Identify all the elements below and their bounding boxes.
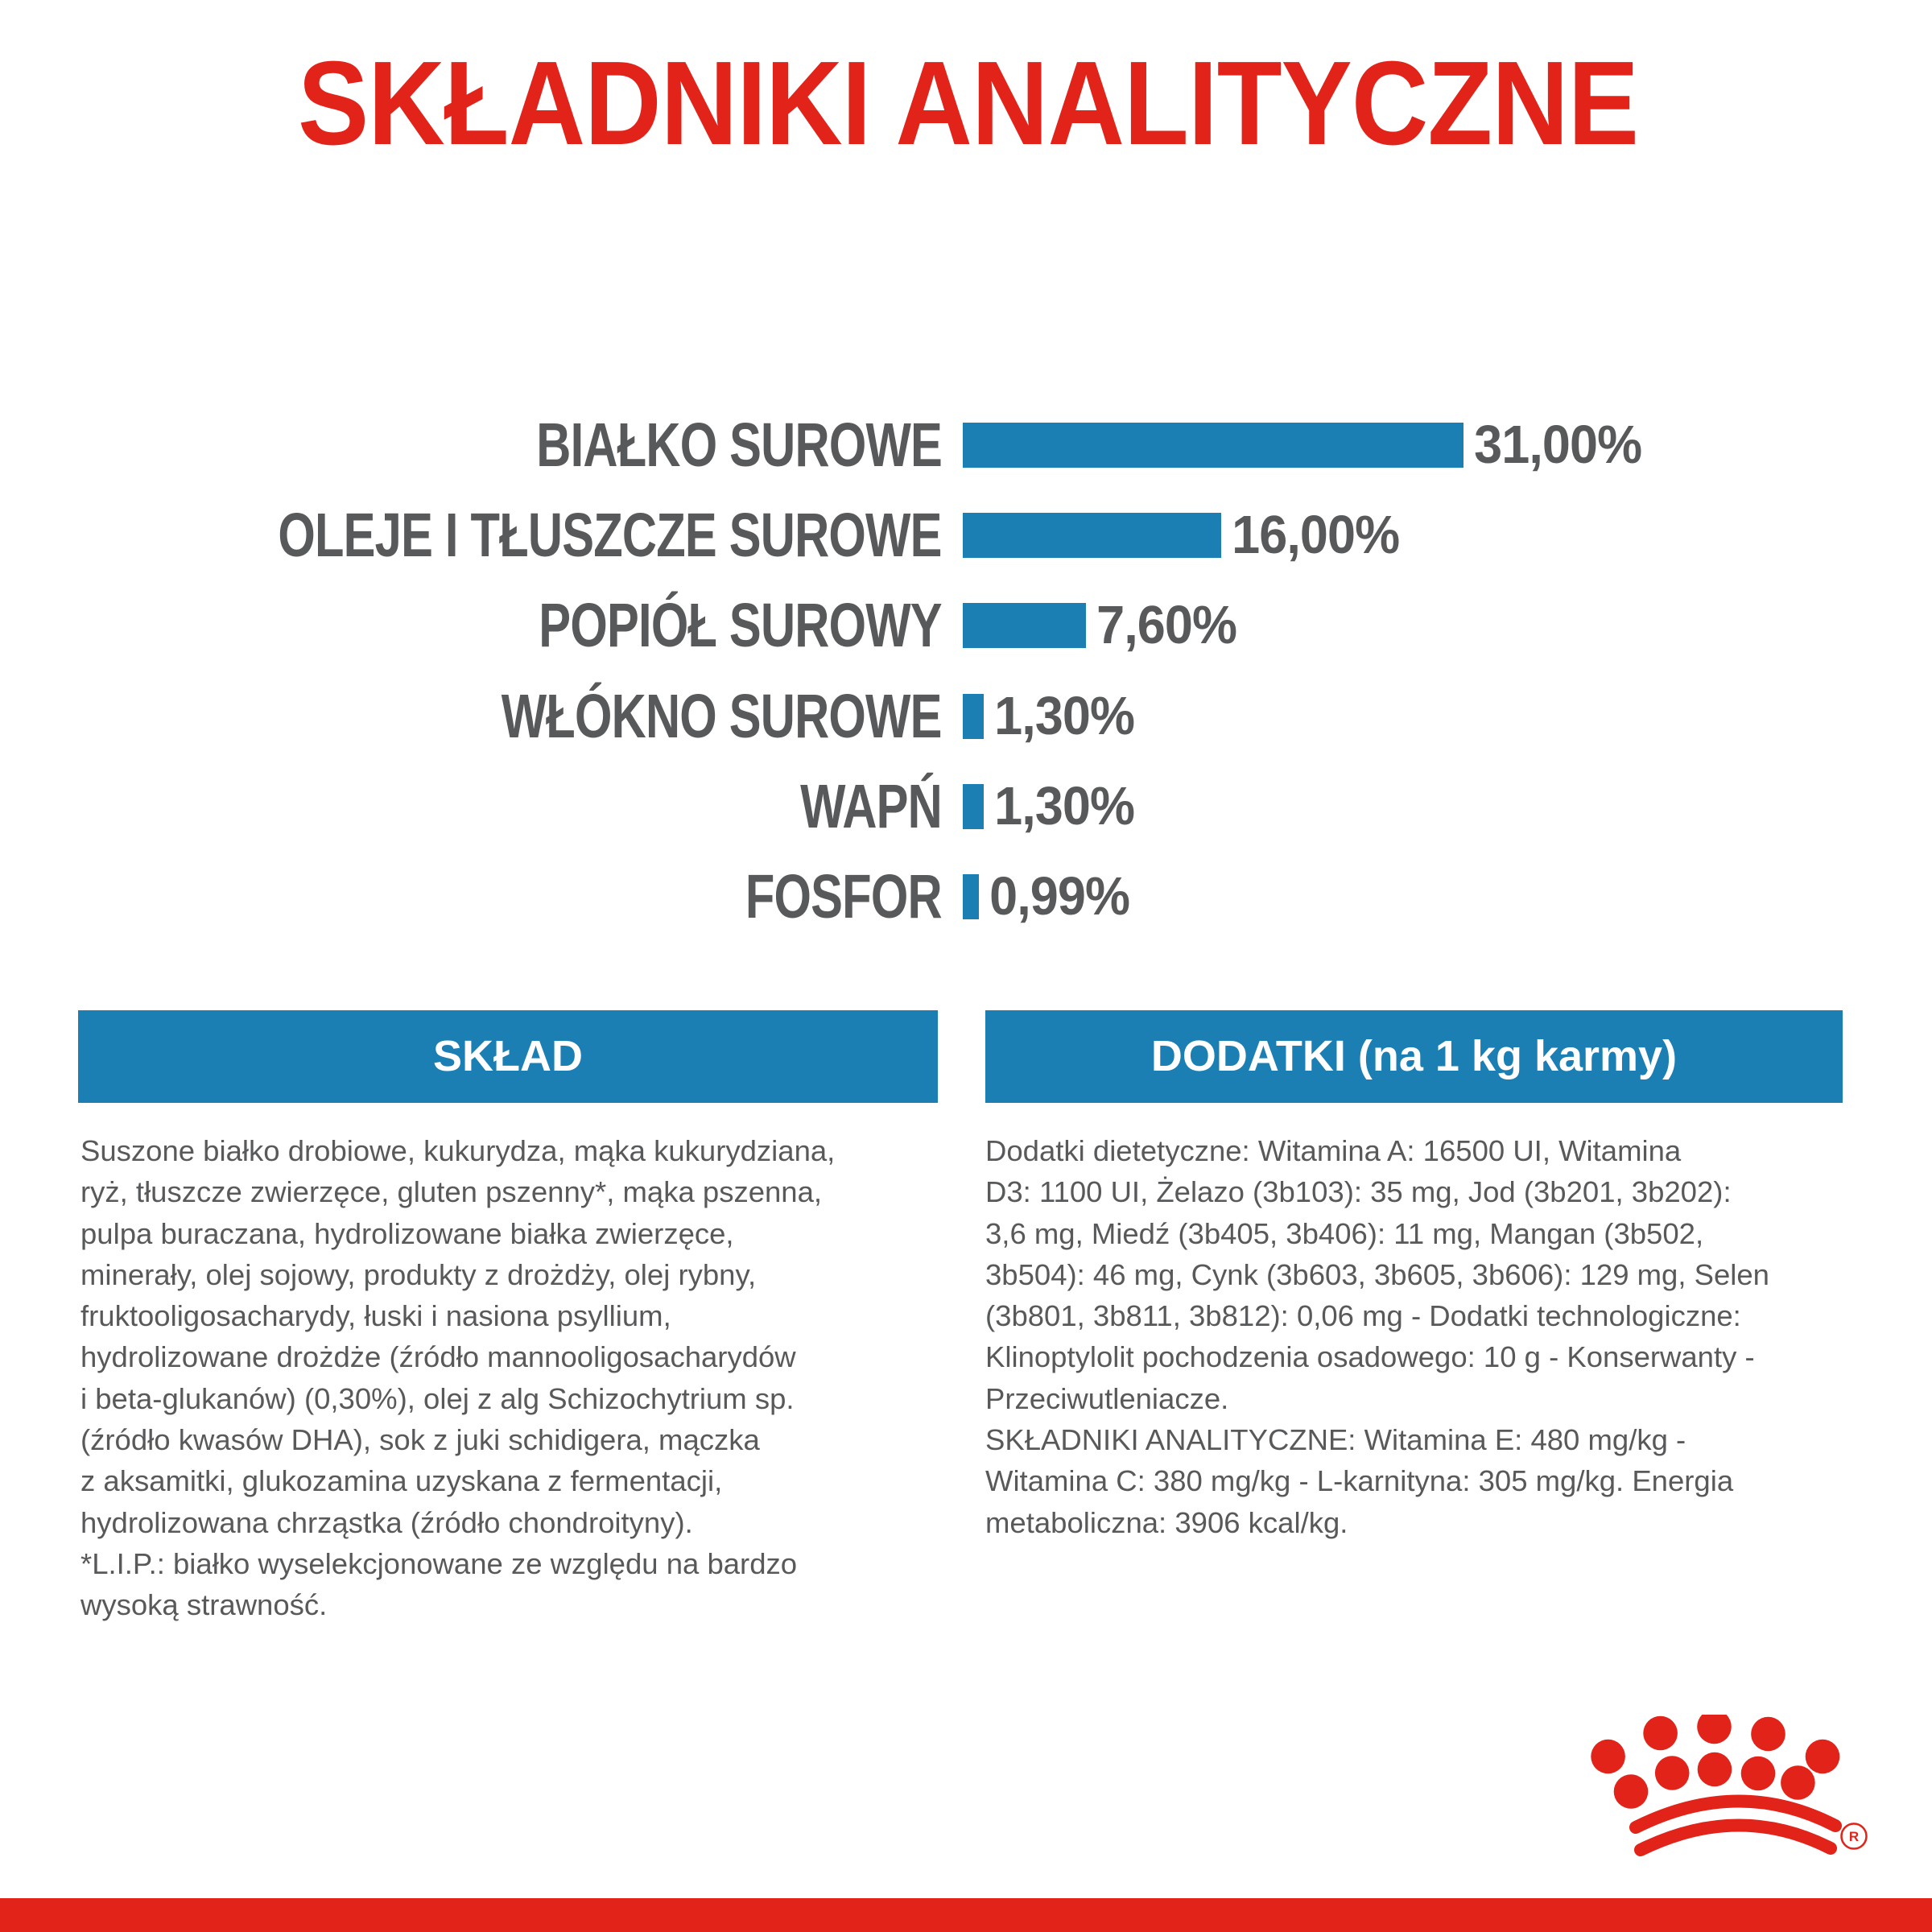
svg-text:R: R bbox=[1849, 1829, 1859, 1844]
